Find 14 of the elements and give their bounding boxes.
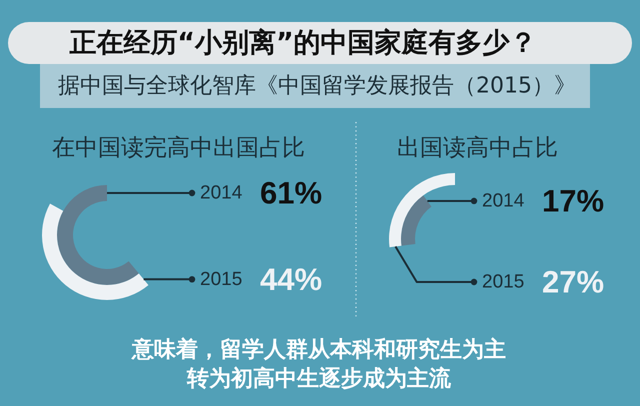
text: 在中国读完高中出国占比 [52, 135, 305, 161]
text: 意味着，留学人群从本科和研究生为主 [131, 336, 506, 362]
data-label: 61% [260, 176, 322, 210]
text: 转为初高中生逐步成为主流 [186, 366, 452, 392]
data-label: 17% [542, 183, 604, 218]
data-label: 44% [260, 262, 322, 297]
text: 正在经历“小别离”的中国家庭有多少？ [68, 28, 537, 58]
category-label: 2015 [482, 272, 524, 292]
text: 出国读高中占比 [397, 135, 558, 161]
data-label: 27% [542, 264, 604, 300]
category-label: 2014 [482, 190, 525, 212]
text: 据中国与全球化智库《中国留学发展报告（2015）》 [58, 74, 576, 98]
category-label: 2014 [200, 182, 243, 204]
category-label: 2015 [200, 268, 242, 290]
